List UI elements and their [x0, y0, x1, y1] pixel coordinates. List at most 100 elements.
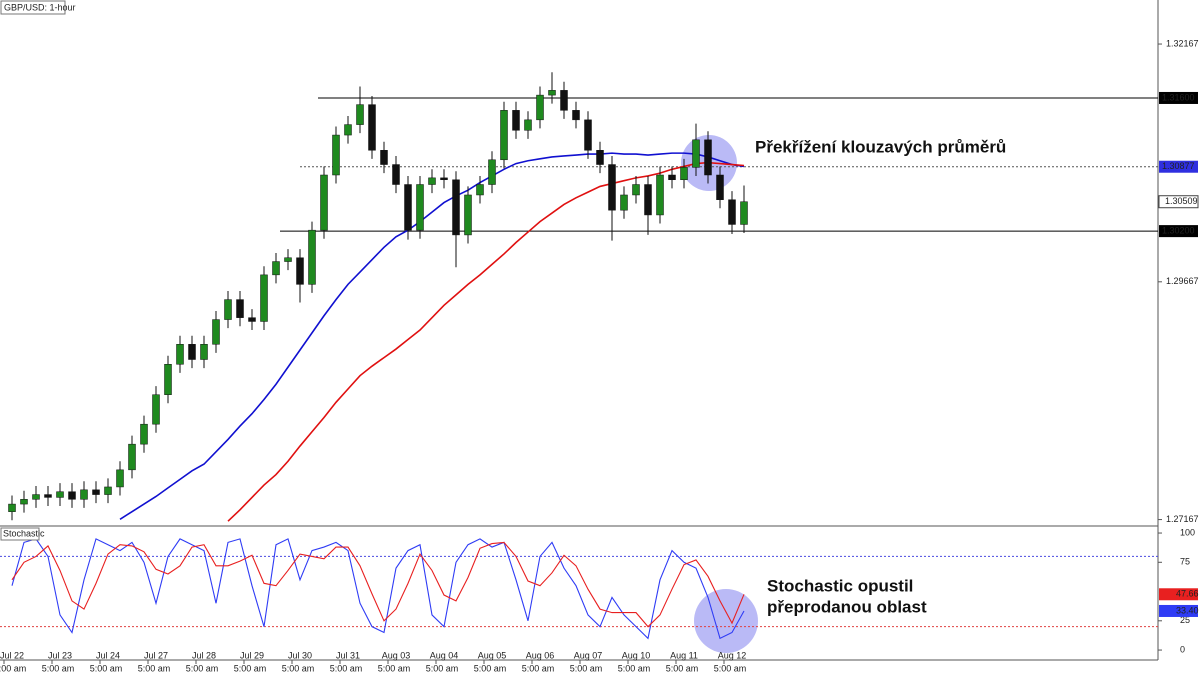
x-tick-label: Aug 03	[382, 650, 411, 660]
candle-body	[644, 184, 652, 216]
candle-body	[356, 104, 364, 125]
candle-body	[284, 257, 292, 262]
candle-body	[272, 261, 280, 276]
value-label: 33.40	[1176, 605, 1199, 615]
candle-body	[428, 177, 436, 185]
candle-body	[608, 164, 616, 211]
x-tick-sublabel: 5:00 am	[138, 663, 171, 673]
candle-body	[344, 124, 352, 136]
candle-body	[560, 90, 568, 111]
x-tick-sublabel: 5:00 am	[378, 663, 411, 673]
x-tick-sublabel: 5:00 am	[42, 663, 75, 673]
x-tick-sublabel: 5:00 am	[666, 663, 699, 673]
x-tick-sublabel: 5:00 am	[522, 663, 555, 673]
value-label: 47.66	[1176, 589, 1199, 599]
x-tick-label: Aug 07	[574, 650, 603, 660]
candle-body	[212, 319, 220, 345]
stochastic-line	[11, 541, 745, 628]
y-tick-label: 1.32167	[1166, 38, 1199, 48]
x-tick-label: Aug 05	[478, 650, 507, 660]
candle-body	[296, 257, 304, 285]
candle-body	[224, 299, 232, 320]
candle-body	[8, 503, 16, 512]
x-tick-sublabel: 5:00 am	[474, 663, 507, 673]
candle-body	[116, 469, 124, 488]
candle-body	[728, 199, 736, 225]
candle-body	[104, 486, 112, 495]
candle-body	[548, 90, 556, 96]
candle-body	[308, 229, 316, 285]
level-label: 1.30200	[1162, 225, 1195, 235]
y-tick-label: 0	[1180, 644, 1185, 654]
candle-body	[668, 174, 676, 181]
candle-body	[452, 179, 460, 236]
candle-body	[320, 174, 328, 231]
candle-body	[152, 394, 160, 425]
candle-body	[476, 184, 484, 196]
x-tick-sublabel: 5:00 am	[618, 663, 651, 673]
x-tick-label: Aug 12	[718, 650, 747, 660]
y-tick-label: 25	[1180, 615, 1190, 625]
candle-body	[128, 443, 136, 471]
candle-body	[416, 184, 424, 231]
candle-body	[20, 499, 28, 505]
highlight-circle	[694, 589, 758, 653]
x-tick-sublabel: 5:00 am	[714, 663, 747, 673]
level-label-box	[1159, 91, 1198, 104]
candle-body	[380, 150, 388, 165]
value-label-box	[1159, 588, 1198, 601]
x-tick-sublabel: 5:00 am	[90, 663, 123, 673]
candle-body	[188, 344, 196, 360]
x-tick-label: Jul 22	[0, 650, 24, 660]
x-tick-label: Jul 31	[336, 650, 360, 660]
x-tick-label: Jul 29	[240, 650, 264, 660]
candle-body	[596, 150, 604, 165]
candle-body	[632, 184, 640, 196]
candle-body	[332, 134, 340, 176]
stochastic-line	[11, 538, 745, 640]
x-tick-label: Aug 06	[526, 650, 555, 660]
candle-body	[488, 159, 496, 185]
level-label-box	[1159, 160, 1198, 173]
x-tick-label: Aug 11	[670, 650, 698, 660]
candle-body	[92, 489, 100, 495]
candle-body	[680, 167, 688, 181]
candle-body	[140, 423, 148, 445]
candle-body	[176, 344, 184, 365]
candle-body	[164, 364, 172, 395]
x-tick-sublabel: 5:00 am	[0, 663, 26, 673]
annotation: Stochastic opustil	[767, 576, 913, 595]
x-tick-label: Aug 10	[622, 650, 651, 660]
last-price-box	[1158, 195, 1199, 209]
x-tick-label: Jul 28	[192, 650, 216, 660]
y-tick-label: 75	[1180, 557, 1190, 567]
x-tick-label: Jul 30	[288, 650, 312, 660]
candle-body	[68, 491, 76, 500]
candle-body	[200, 344, 208, 360]
y-tick-label: 1.27167	[1166, 514, 1199, 524]
x-tick-label: Aug 04	[430, 650, 459, 660]
x-tick-sublabel: 5:00 am	[234, 663, 267, 673]
candle-body	[692, 139, 700, 168]
x-tick-label: Jul 27	[144, 650, 168, 660]
value-label-box	[1159, 604, 1198, 617]
moving-average	[119, 152, 745, 520]
x-tick-sublabel: 5:00 am	[186, 663, 219, 673]
candle-body	[44, 494, 52, 498]
candle-body	[524, 119, 532, 131]
candle-body	[512, 110, 520, 131]
candle-body	[236, 299, 244, 318]
plot: 1.32167 1.29667 1.27167 Jul 22 5:00 am Jul 23…	[0, 38, 1199, 673]
pane-title-box	[0, 527, 40, 541]
candle-body	[248, 317, 256, 322]
candle-body	[440, 177, 448, 181]
title-box	[0, 0, 66, 15]
candle-body	[392, 164, 400, 185]
level-label-box	[1159, 225, 1198, 238]
x-tick-sublabel: 5:00 am	[282, 663, 315, 673]
pane-title: Stochastic	[3, 528, 45, 538]
chart-title: GBP/USD: 1-hour	[4, 2, 76, 12]
candle-body	[368, 104, 376, 151]
candle-body	[704, 139, 712, 176]
